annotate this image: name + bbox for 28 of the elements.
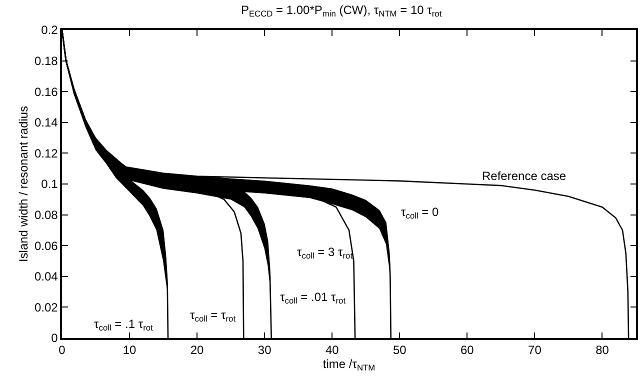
- x-tick-label: 50: [392, 343, 407, 358]
- y-tick-label: 0.14: [34, 116, 58, 130]
- annotation: τ$_{coll}$ = τ$_{rot}$: [190, 308, 236, 324]
- y-tick-label: 0.18: [34, 54, 58, 68]
- y-tick-label: 0.2: [41, 23, 58, 38]
- y-tick-label: 0.04: [34, 270, 58, 284]
- x-axis-title: time /τ$_{NTM}$: [322, 357, 376, 373]
- y-tick-label: 0.1: [41, 177, 58, 192]
- y-tick-label: 0: [51, 331, 58, 346]
- x-tick-label: 60: [460, 343, 474, 358]
- annotation: τ$_{coll}$ = 3 τ$_{rot}$: [297, 245, 354, 261]
- x-tick-label: 30: [258, 343, 272, 358]
- y-tick-label: 0.12: [34, 146, 58, 160]
- x-tick-label: 40: [325, 343, 340, 358]
- y-tick-label: 0.02: [34, 300, 58, 314]
- annotation: τ$_{coll}$ = .01 τ$_{rot}$: [280, 290, 346, 306]
- x-tick-label: 10: [122, 343, 137, 358]
- y-axis-title: Island width / resonant radius: [16, 106, 30, 262]
- x-tick-label: 70: [528, 343, 542, 358]
- y-tick-label: 0.16: [34, 84, 58, 99]
- y-tick-label: 0.08: [34, 208, 58, 222]
- chart-title: P$_{ECCD}$ = 1.00*P$_{min}$ (CW), τ$_{NTM}$ = 10 τ$_{rot}$: [240, 3, 442, 19]
- annotation: τ$_{coll}$ = 0: [401, 205, 440, 221]
- y-tick-label: 0.06: [34, 238, 58, 253]
- x-tick-label: 20: [190, 343, 204, 358]
- annotation: Reference case: [482, 169, 566, 183]
- annotation: τ$_{coll}$ = .1 τ$_{rot}$: [94, 317, 154, 333]
- x-tick-label: 80: [596, 343, 610, 358]
